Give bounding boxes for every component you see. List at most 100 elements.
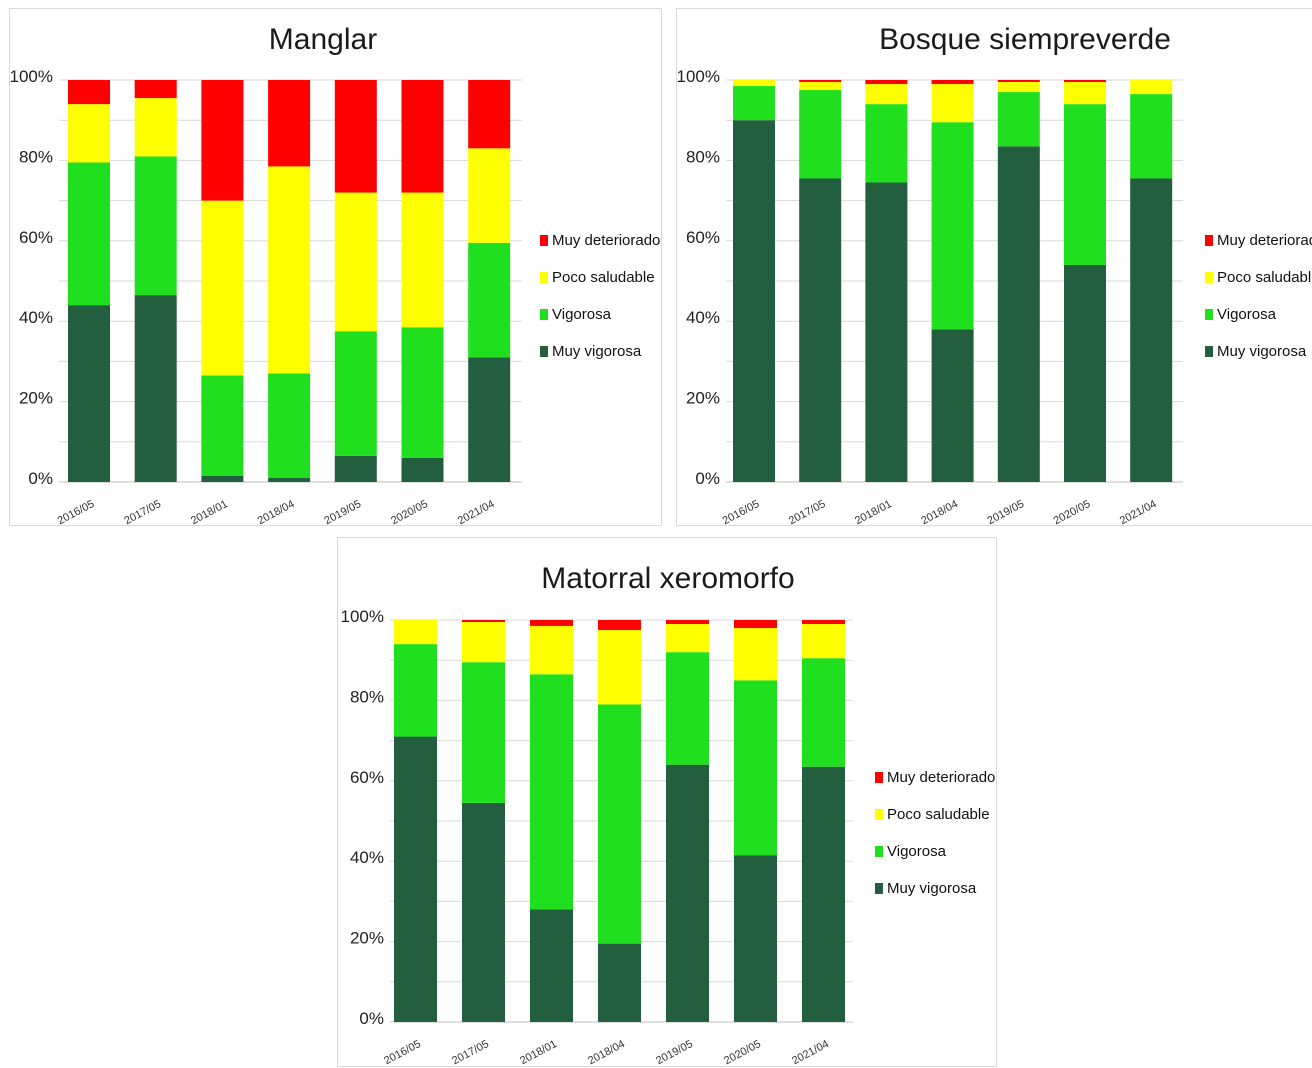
bar-segment-vigorosa xyxy=(68,162,110,306)
y-tick-label: 40% xyxy=(19,308,53,327)
bar-segment-poco-saludable xyxy=(799,82,842,91)
legend-label-poco-saludable: Poco saludable xyxy=(1217,269,1312,286)
bar-segment-poco-saludable xyxy=(1130,80,1173,95)
y-tick-label: 40% xyxy=(350,848,384,867)
x-tick-label: 2017/05 xyxy=(122,498,163,527)
x-tick-label: 2019/05 xyxy=(985,498,1026,527)
y-tick-label: 80% xyxy=(19,147,53,166)
legend-swatch-muy-vigorosa xyxy=(1205,346,1213,357)
bar-segment-vigorosa xyxy=(334,331,377,456)
y-tick-label: 100% xyxy=(341,607,384,626)
bar-segment-muy-vigorosa xyxy=(666,764,709,1022)
legend-swatch-poco-saludable xyxy=(540,272,548,283)
bar-segment-muy-vigorosa xyxy=(468,357,511,482)
legend-label-vigorosa: Vigorosa xyxy=(887,843,947,860)
bar-segment-muy-vigorosa xyxy=(1130,178,1173,483)
bar-segment-vigorosa xyxy=(1130,94,1173,179)
bar-segment-muy-deteriorado xyxy=(666,620,709,625)
bar-segment-muy-deteriorado xyxy=(931,80,974,85)
bar-segment-poco-saludable xyxy=(462,622,505,663)
bar-segment-muy-vigorosa xyxy=(802,766,845,1022)
bar-segment-muy-vigorosa xyxy=(401,457,444,482)
bar-segment-poco-saludable xyxy=(802,624,845,659)
y-tick-label: 100% xyxy=(677,67,720,86)
chart-title: Manglar xyxy=(269,23,377,56)
bar-segment-muy-deteriorado xyxy=(201,80,244,201)
y-tick-label: 60% xyxy=(686,228,720,247)
bar-segment-vigorosa xyxy=(394,644,437,737)
bar-segment-poco-saludable xyxy=(334,192,377,332)
bar-segment-vigorosa xyxy=(666,652,709,765)
bar-segment-poco-saludable xyxy=(865,84,908,105)
bar-segment-muy-vigorosa xyxy=(865,182,908,482)
bar-segment-poco-saludable xyxy=(68,104,110,163)
x-tick-label: 2017/05 xyxy=(450,1038,491,1067)
y-tick-label: 20% xyxy=(350,929,384,948)
legend-label-muy-vigorosa: Muy vigorosa xyxy=(1217,343,1307,360)
bar-segment-muy-vigorosa xyxy=(733,120,775,482)
x-tick-label: 2021/04 xyxy=(456,498,497,527)
chart-panel-bosque-siempreverde: Bosque siempreverde 0% 20% 40% 60% 80% 100% 201… xyxy=(676,8,1312,527)
bar-segment-muy-deteriorado xyxy=(734,620,777,629)
bar-segment-muy-vigorosa xyxy=(334,455,377,482)
legend-label-vigorosa: Vigorosa xyxy=(1217,306,1277,323)
x-tick-label: 2018/04 xyxy=(586,1038,627,1067)
chart-title: Bosque siempreverde xyxy=(879,23,1171,56)
bar-segment-muy-deteriorado xyxy=(68,80,110,105)
bar-segment-vigorosa xyxy=(734,680,777,856)
legend-swatch-vigorosa xyxy=(540,309,548,320)
x-tick-label: 2019/05 xyxy=(322,498,363,527)
x-tick-label: 2019/05 xyxy=(654,1038,695,1067)
x-tick-label: 2018/04 xyxy=(919,498,960,527)
bar-segment-vigorosa xyxy=(268,373,311,478)
legend-swatch-poco-saludable xyxy=(1205,272,1213,283)
bar-segment-muy-deteriorado xyxy=(468,80,511,149)
x-tick-label: 2018/01 xyxy=(853,498,894,527)
bar-segment-vigorosa xyxy=(997,92,1040,147)
bar-segment-muy-vigorosa xyxy=(201,475,244,482)
bar-segment-muy-deteriorado xyxy=(530,620,573,627)
bar-segment-muy-deteriorado xyxy=(462,620,505,623)
bar-segment-muy-deteriorado xyxy=(1064,80,1106,83)
y-tick-label: 100% xyxy=(10,67,53,86)
legend-label-muy-deteriorado: Muy deteriorado xyxy=(1217,232,1312,249)
bar-segment-poco-saludable xyxy=(468,148,511,243)
chart-panel-matorral-xeromorfo: Matorral xeromorfo 0% 20% 40% 60% 80% 100% 2016… xyxy=(337,537,997,1067)
bar-segment-muy-vigorosa xyxy=(734,855,777,1022)
bar-segment-muy-deteriorado xyxy=(401,80,444,193)
bar-segment-muy-vigorosa xyxy=(931,329,974,482)
y-tick-label: 80% xyxy=(686,147,720,166)
bar-segment-muy-deteriorado xyxy=(865,80,908,85)
x-tick-label: 2016/05 xyxy=(382,1038,423,1067)
bar-segment-poco-saludable xyxy=(733,80,775,87)
legend-label-muy-deteriorado: Muy deteriorado xyxy=(887,769,995,786)
legend-label-poco-saludable: Poco saludable xyxy=(552,269,655,286)
legend-swatch-poco-saludable xyxy=(875,809,883,820)
bar-segment-vigorosa xyxy=(802,658,845,767)
bar-segment-muy-vigorosa xyxy=(462,802,505,1022)
bar-segment-poco-saludable xyxy=(598,630,641,705)
y-tick-label: 0% xyxy=(695,469,720,488)
bar-segment-vigorosa xyxy=(462,662,505,803)
y-tick-label: 20% xyxy=(19,389,53,408)
bar-segment-vigorosa xyxy=(401,327,444,458)
bar-segment-muy-vigorosa xyxy=(530,909,573,1022)
x-tick-label: 2021/04 xyxy=(1118,498,1159,527)
chart-matorral-xeromorfo: Matorral xeromorfo 0% 20% 40% 60% 80% 100% 2016… xyxy=(341,562,996,1067)
bar-segment-poco-saludable xyxy=(734,628,777,681)
x-tick-label: 2018/01 xyxy=(189,498,230,527)
x-tick-label: 2018/04 xyxy=(256,498,297,527)
bar-segment-muy-vigorosa xyxy=(1064,264,1106,482)
bar-segment-poco-saludable xyxy=(268,166,311,374)
y-tick-label: 60% xyxy=(350,768,384,787)
bar-segment-vigorosa xyxy=(598,704,641,944)
chart-panel-manglar: Manglar 0% 20% 40% 60% 80% 100% 2016/05 2017/05 2… xyxy=(9,8,662,527)
bar-segment-muy-deteriorado xyxy=(997,80,1040,83)
bar-segment-muy-vigorosa xyxy=(268,477,311,482)
bar-segment-vigorosa xyxy=(733,86,775,121)
bar-segment-poco-saludable xyxy=(530,626,573,675)
bar-segment-vigorosa xyxy=(1064,104,1106,265)
bar-segment-vigorosa xyxy=(530,674,573,910)
bar-segment-muy-vigorosa xyxy=(598,943,641,1022)
legend-swatch-vigorosa xyxy=(875,846,883,857)
